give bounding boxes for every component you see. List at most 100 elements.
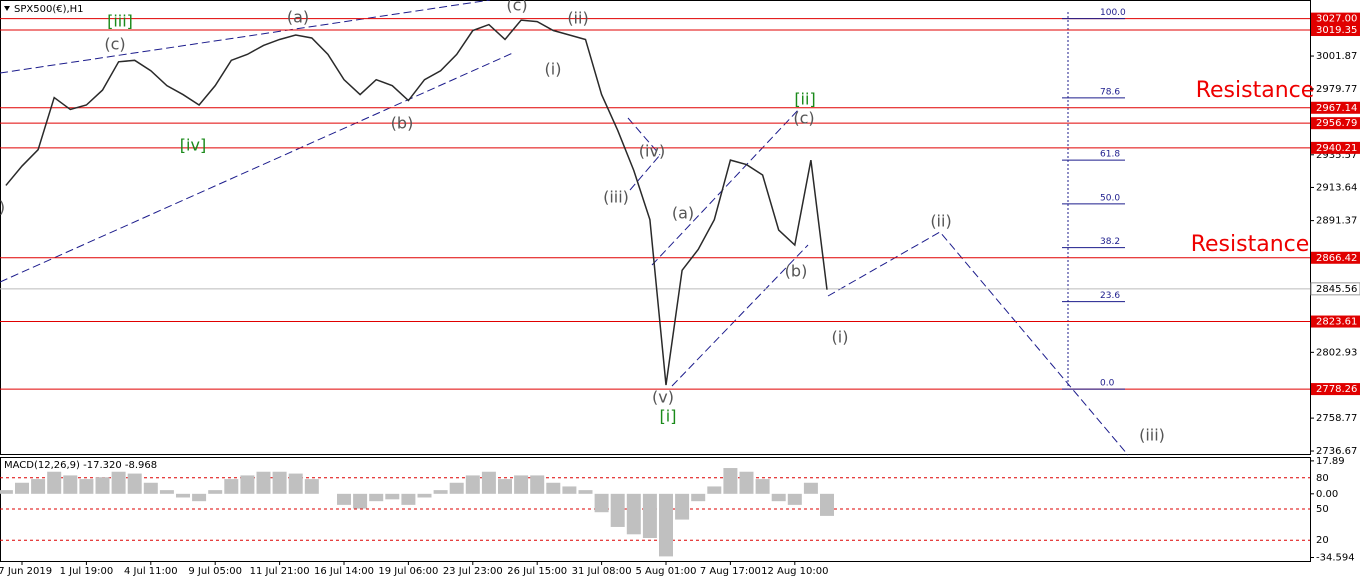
indicator-bar: [787, 493, 802, 505]
fib-label: 78.6: [1100, 87, 1120, 97]
level-tag: [1311, 101, 1360, 114]
last-price-tag: [1310, 282, 1360, 296]
indicator-bar: [15, 482, 29, 494]
level-label: 2967.14: [1316, 103, 1357, 114]
wave-label: (b): [391, 114, 414, 133]
level-label: 2956.79: [1316, 118, 1357, 129]
wave-label: (c): [506, 0, 527, 15]
level-tag: [1311, 12, 1360, 25]
indicator-bar: [208, 490, 223, 494]
last-price-label: 2845.56: [1316, 284, 1357, 295]
indicator-bar: [530, 475, 545, 494]
x-tick-label: 19 Jul 06:00: [378, 566, 438, 577]
indicator-bar: [304, 479, 319, 494]
indicator-bar: [771, 493, 786, 502]
y-tick-label: 2802.93: [1316, 347, 1357, 358]
indicator-y2-label: 80: [1316, 473, 1329, 484]
x-tick-label: 1 Jul 19:00: [60, 566, 114, 577]
trend-lines: [0, 0, 1129, 456]
indicator-bar: [626, 493, 641, 535]
indicator-y2-label: 20: [1316, 535, 1329, 546]
indicator-bar: [401, 493, 416, 505]
x-tick-label: 16 Jul 14:00: [314, 566, 374, 577]
chart-title: SPX500(€),H1: [14, 4, 84, 15]
indicator-bar: [111, 471, 126, 494]
level-label: 2823.61: [1316, 317, 1357, 328]
indicator-bar: [79, 479, 94, 494]
indicator-tick-label: 0.00: [1316, 489, 1338, 500]
indicator-bar: [143, 482, 158, 494]
fib-label: 23.6: [1100, 291, 1120, 301]
level-tag: [1311, 117, 1360, 130]
indicator-bar: [498, 479, 512, 494]
wave-label: ): [0, 198, 5, 217]
wave-label: (i): [832, 328, 849, 347]
indicator-bar: [803, 482, 818, 494]
indicator-bar: [594, 493, 609, 513]
y-tick-label: 2758.77: [1316, 413, 1357, 424]
annotation: Resistance: [1191, 232, 1310, 257]
x-tick-label: 23 Jul 23:00: [443, 566, 503, 577]
indicator-bar: [578, 490, 593, 494]
indicator-bar: [642, 493, 657, 538]
indicator-bar: [417, 493, 432, 498]
x-tick-label: 31 Jul 08:00: [572, 566, 632, 577]
indicator-bar: [31, 479, 46, 494]
wave-label: (a): [287, 8, 309, 27]
wave-label: (v): [652, 388, 674, 407]
indicator-bar: [514, 475, 529, 494]
indicator-bar: [127, 473, 142, 494]
y-tick-label: 2736.67: [1316, 446, 1357, 457]
indicator-bar: [449, 482, 464, 494]
x-tick-label: 11 Jul 21:00: [250, 566, 310, 577]
wave-label: [iv]: [180, 136, 206, 155]
x-tick-label: 9 Jul 05:00: [188, 566, 242, 577]
wave-label: (iii): [603, 188, 629, 207]
indicator-bar: [562, 486, 577, 494]
wave-label: (iv): [639, 142, 665, 161]
indicator-bar: [0, 490, 13, 494]
level-tag: [1311, 315, 1360, 328]
indicator-tick-label: -34.594: [1316, 552, 1355, 563]
indicator-bar: [610, 493, 625, 527]
x-tick-label: 4 Jul 11:00: [124, 566, 178, 577]
indicator-bar: [755, 479, 770, 494]
level-tag: [1311, 24, 1360, 37]
indicator-bar: [433, 490, 448, 494]
x-tick-label: 12 Aug 10:00: [761, 566, 828, 577]
level-tag: [1311, 251, 1360, 264]
indicator-bar: [224, 479, 239, 494]
indicator-bar: [337, 493, 351, 505]
level-label: 2866.42: [1316, 253, 1357, 264]
indicator-bar: [675, 493, 690, 520]
indicator-bar: [240, 475, 255, 494]
indicator-bar: [95, 477, 110, 494]
wave-label: (b): [785, 262, 808, 281]
wave-label: [ii]: [794, 90, 815, 109]
main-panel-border: [0, 0, 1311, 455]
x-tick-label: 7 Aug 17:00: [700, 566, 761, 577]
fib-label: 61.8: [1100, 150, 1120, 160]
wave-label: [iii]: [107, 12, 133, 31]
indicator-bar: [47, 471, 62, 494]
fib-label: 38.2: [1100, 237, 1120, 247]
indicator-bar: [723, 468, 738, 494]
x-tick-label: 27 Jun 2019: [0, 566, 52, 577]
y-tick-label: 2935.57: [1316, 150, 1357, 161]
indicator-title: MACD(12,26,9) -17.320 -8.968: [4, 460, 157, 471]
indicator-bar: [820, 493, 834, 516]
y-tick-label: 3001.87: [1316, 51, 1357, 62]
indicator-bar: [192, 493, 207, 502]
wave-label: (c): [793, 109, 814, 128]
indicator-tick-label: 17.89: [1316, 456, 1345, 467]
wave-label: (iii): [1139, 426, 1165, 445]
indicator-y2-label: 50: [1316, 504, 1329, 515]
indicator-bar: [691, 493, 706, 502]
menu-triangle[interactable]: [4, 6, 10, 11]
indicator-bar: [739, 471, 754, 494]
indicator-bar: [659, 493, 673, 557]
price-line: [5, 19, 828, 386]
indicator-bar: [159, 490, 174, 494]
y-tick-label: 2891.37: [1316, 216, 1357, 227]
